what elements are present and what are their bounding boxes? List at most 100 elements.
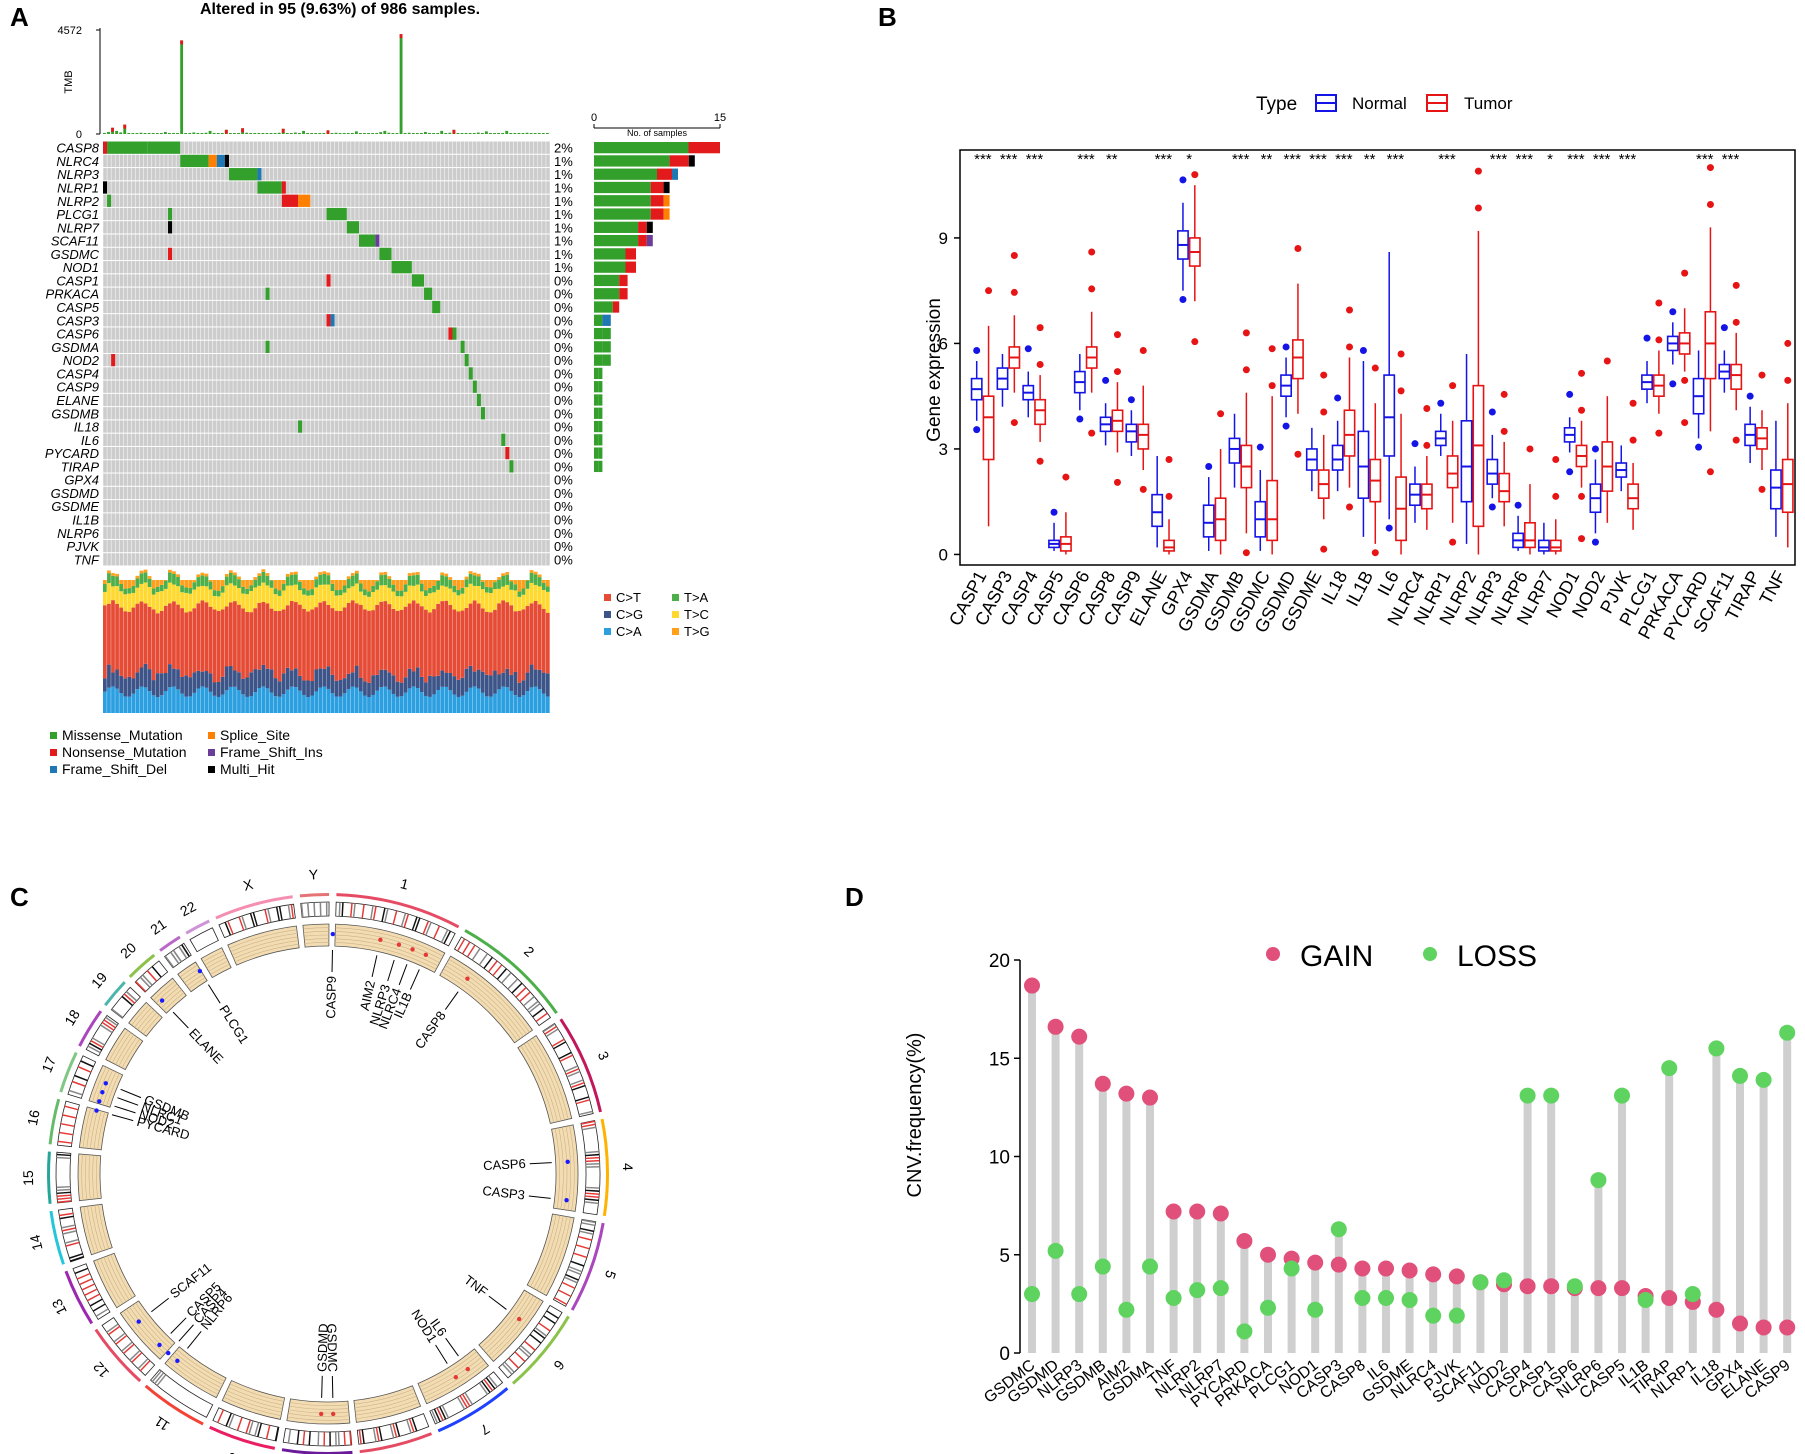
grid-cell	[314, 194, 319, 207]
grid-cell	[208, 367, 213, 380]
grid-cell	[135, 154, 140, 168]
grid-cell	[180, 486, 185, 500]
grid-cell	[436, 314, 441, 327]
grid-cell	[294, 207, 298, 221]
grid-cell	[192, 380, 197, 393]
titv-segment	[237, 576, 241, 580]
grid-cell	[123, 314, 128, 327]
grid-cell	[371, 300, 376, 314]
grid-cell	[115, 539, 120, 553]
grid-cell	[229, 539, 233, 553]
grid-cell	[282, 261, 286, 274]
grid-cell	[241, 154, 245, 168]
titv-segment	[257, 669, 262, 689]
grid-cell	[436, 141, 441, 154]
titv-segment	[188, 580, 193, 589]
box-outlier	[1397, 387, 1405, 395]
grid-cell	[343, 314, 347, 327]
grid-cell	[200, 420, 205, 433]
grid-cell	[131, 380, 136, 393]
grid-cell	[294, 287, 298, 300]
grid-cell	[139, 500, 144, 513]
grid-cell	[468, 300, 473, 314]
grid-cell	[326, 393, 331, 407]
grid-cell	[221, 407, 225, 420]
titv-segment	[184, 675, 189, 697]
grid-cell	[269, 526, 274, 539]
grid-cell	[107, 234, 111, 247]
grid-cell	[269, 221, 274, 234]
grid-cell	[237, 460, 241, 473]
grid-cell	[160, 261, 164, 274]
grid-cell	[188, 393, 193, 407]
grid-cell	[111, 247, 115, 261]
grid-cell	[253, 340, 258, 353]
grid-cell	[363, 473, 367, 486]
grid-cell	[111, 367, 115, 380]
titv-segment	[493, 670, 497, 694]
grid-cell	[160, 553, 164, 566]
grid-cell	[347, 181, 351, 194]
grid-cell	[245, 446, 250, 460]
grid-cell	[338, 181, 343, 194]
tmb-bar	[180, 40, 184, 134]
grid-cell	[229, 553, 233, 566]
grid-cell	[204, 327, 209, 340]
grid-cell	[306, 274, 310, 287]
grid-cell	[460, 380, 465, 393]
grid-cell	[485, 221, 489, 234]
grid-cell	[444, 154, 449, 168]
titv-segment	[432, 585, 436, 593]
grid-cell	[160, 314, 164, 327]
box-outlier	[1139, 485, 1147, 493]
grid-cell	[542, 154, 546, 168]
grid-cell	[221, 247, 225, 261]
grid-cell	[302, 473, 306, 486]
titv-segment	[342, 592, 347, 608]
titv-segment	[415, 667, 420, 689]
tmb-bar	[155, 133, 159, 134]
grid-cell	[103, 221, 107, 234]
grid-cell	[265, 247, 270, 261]
titv-segment	[111, 586, 115, 601]
titv-segment	[338, 580, 343, 590]
grid-cell	[115, 500, 120, 513]
grid-cell	[103, 460, 107, 473]
titv-segment	[212, 596, 217, 610]
tmb-bar	[143, 133, 147, 134]
grid-cell	[371, 261, 376, 274]
grid-cell	[282, 420, 286, 433]
grid-cell	[233, 247, 237, 261]
grid-cell	[501, 407, 506, 420]
grid-cell	[123, 539, 128, 553]
grid-cell	[119, 407, 124, 420]
grid-cell	[184, 407, 189, 420]
grid-cell	[473, 367, 477, 380]
grid-cell	[302, 314, 306, 327]
grid-cell	[200, 314, 205, 327]
grid-cell	[456, 500, 461, 513]
titv-segment	[273, 594, 278, 611]
titv-segment	[306, 611, 310, 681]
grid-cell	[334, 234, 339, 247]
grid-cell	[403, 221, 408, 234]
grid-cell	[387, 486, 392, 500]
titv-segment	[468, 603, 473, 666]
grid-cell	[160, 433, 164, 446]
box-iqr	[1549, 539, 1562, 552]
grid-cell	[391, 526, 396, 539]
titv-legend-label: T>A	[684, 590, 709, 605]
grid-cell	[147, 354, 152, 367]
grid-cell	[225, 168, 229, 181]
grid-cell	[212, 526, 217, 539]
grid-cell	[416, 539, 420, 553]
grid-cell	[111, 486, 115, 500]
grid-cell	[448, 486, 453, 500]
titv-segment	[505, 584, 510, 603]
grid-cell	[501, 181, 506, 194]
grid-cell	[200, 194, 205, 207]
tmb-bar	[525, 132, 529, 134]
titv-segment	[143, 569, 148, 573]
titv-segment	[188, 611, 193, 678]
grid-cell	[245, 380, 250, 393]
